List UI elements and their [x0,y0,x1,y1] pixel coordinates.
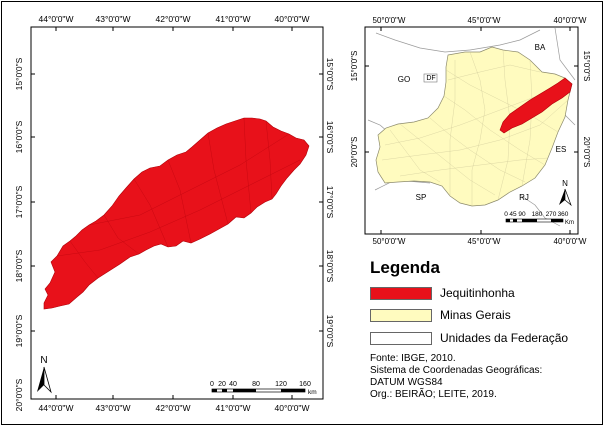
minas-gerais-shape [375,46,573,207]
main-bottom-label-0: 44°0'0"W [39,403,74,413]
main-scale-label-2: 40 [229,381,237,388]
state-label-go: GO [398,75,410,84]
inset-scale-label-1: 45 [509,211,517,218]
main-bottom-label-1: 43°0'0"W [96,403,131,413]
legend-title: Legenda [370,258,440,277]
inset-scale-label-2: 90 [518,211,526,218]
inset-scale-label-0: 0 [504,211,508,218]
inset-left-label-0: 15°0'0"S [350,51,359,82]
main-scale-label-0: 0 [210,381,214,388]
inset-scale-label-5: 360 [558,211,569,218]
main-scale-unit: km [308,389,317,396]
credits-datum: DATUM WGS84 [370,377,443,388]
df-shape [423,73,438,83]
inset-scale-label-4: 270 [546,211,557,218]
legend-swatch-jequitinhonha [370,286,432,300]
main-left-label-3: 18°0'0"S [14,249,24,282]
main-bottom-label-2: 42°0'0"W [156,403,191,413]
credits-organization: Org.: BEIRÃO; LEITE, 2019. [370,389,497,400]
inset-top-label-2: 40°0'0"W [554,16,587,25]
main-scale-label-5: 160 [299,381,311,388]
main-top-label-2: 42°0'0"W [156,14,191,24]
main-left-label-1: 16°0'0"S [14,120,24,153]
credits-source: Fonte: IBGE, 2010. [370,353,456,364]
legend-swatch-minas-gerais [370,308,432,322]
legend-swatch-unidades-federacao [370,331,432,345]
state-label-sp: SP [416,193,427,202]
legend-item-jequitinhonha: Jequitinhonha [370,285,515,301]
inset-scale-label-3: 180 [532,211,543,218]
legend-label-minas-gerais: Minas Gerais [440,308,511,322]
inset-north-label: N [562,179,568,188]
main-right-label-3: 18°0'0"S [325,250,335,283]
legend-item-minas-gerais: Minas Gerais [370,307,511,323]
inset-north-arrow-icon: N [559,179,572,207]
inset-bottom-label-2: 40°0'0"W [554,237,587,246]
inset-top-label-0: 50°0'0"W [373,16,406,25]
main-bottom-label-4: 40°0'0"W [275,403,310,413]
jequitinhonha-region [43,117,310,310]
main-left-label-2: 17°0'0"S [14,185,24,218]
state-label-ba: BA [535,43,546,52]
main-bottom-label-3: 41°0'0"W [216,403,251,413]
main-scale-label-3: 80 [252,381,260,388]
legend-label-jequitinhonha: Jequitinhonha [440,286,515,300]
main-top-label-0: 44°0'0"W [39,14,74,24]
credits-coord-system: Sistema de Coordenadas Geográficas: [370,365,543,376]
legend-item-unidades-federacao: Unidades da Federação [370,330,568,346]
main-right-label-2: 17°0'0"S [325,186,335,219]
legend-label-unidades-federacao: Unidades da Federação [440,331,569,345]
main-top-label-3: 41°0'0"W [216,14,251,24]
main-scale-bar: 0 20 40 80 120 160 km [210,381,317,396]
main-right-label-0: 15°0'0"S [325,58,335,91]
inset-jequitinhonha-region [499,77,573,134]
inset-top-label-1: 45°0'0"W [468,16,501,25]
main-left-label-0: 15°0'0"S [14,57,24,90]
main-north-label: N [40,355,47,366]
main-scale-label-4: 120 [275,381,287,388]
inset-scale-bar: 0 45 90 180 270 360 Km [504,211,574,226]
main-top-label-1: 43°0'0"W [96,14,131,24]
inset-right-label-0: 15°0'0"S [582,51,591,82]
inset-bottom-label-0: 50°0'0"W [373,237,406,246]
state-label-rj: RJ [519,193,529,202]
main-left-label-5: 20°0'0"S [14,378,24,411]
main-left-label-4: 19°0'0"S [14,314,24,347]
inset-left-label-1: 20°0'0"S [350,137,359,168]
inset-right-label-1: 20°0'0"S [582,137,591,168]
state-label-es: ES [556,145,567,154]
main-map-frame [30,26,324,400]
inset-scale-unit: Km [565,220,574,226]
main-north-arrow-icon: N [37,355,52,394]
main-scale-label-1: 20 [218,381,226,388]
state-label-df: DF [426,75,435,82]
map-credits: Fonte: IBGE, 2010. Sistema de Coordenada… [370,353,542,401]
main-right-label-4: 19°0'0"S [325,315,335,348]
inset-bottom-label-1: 45°0'0"W [468,237,501,246]
main-top-label-4: 40°0'0"W [275,14,310,24]
main-right-label-1: 16°0'0"S [325,121,335,154]
